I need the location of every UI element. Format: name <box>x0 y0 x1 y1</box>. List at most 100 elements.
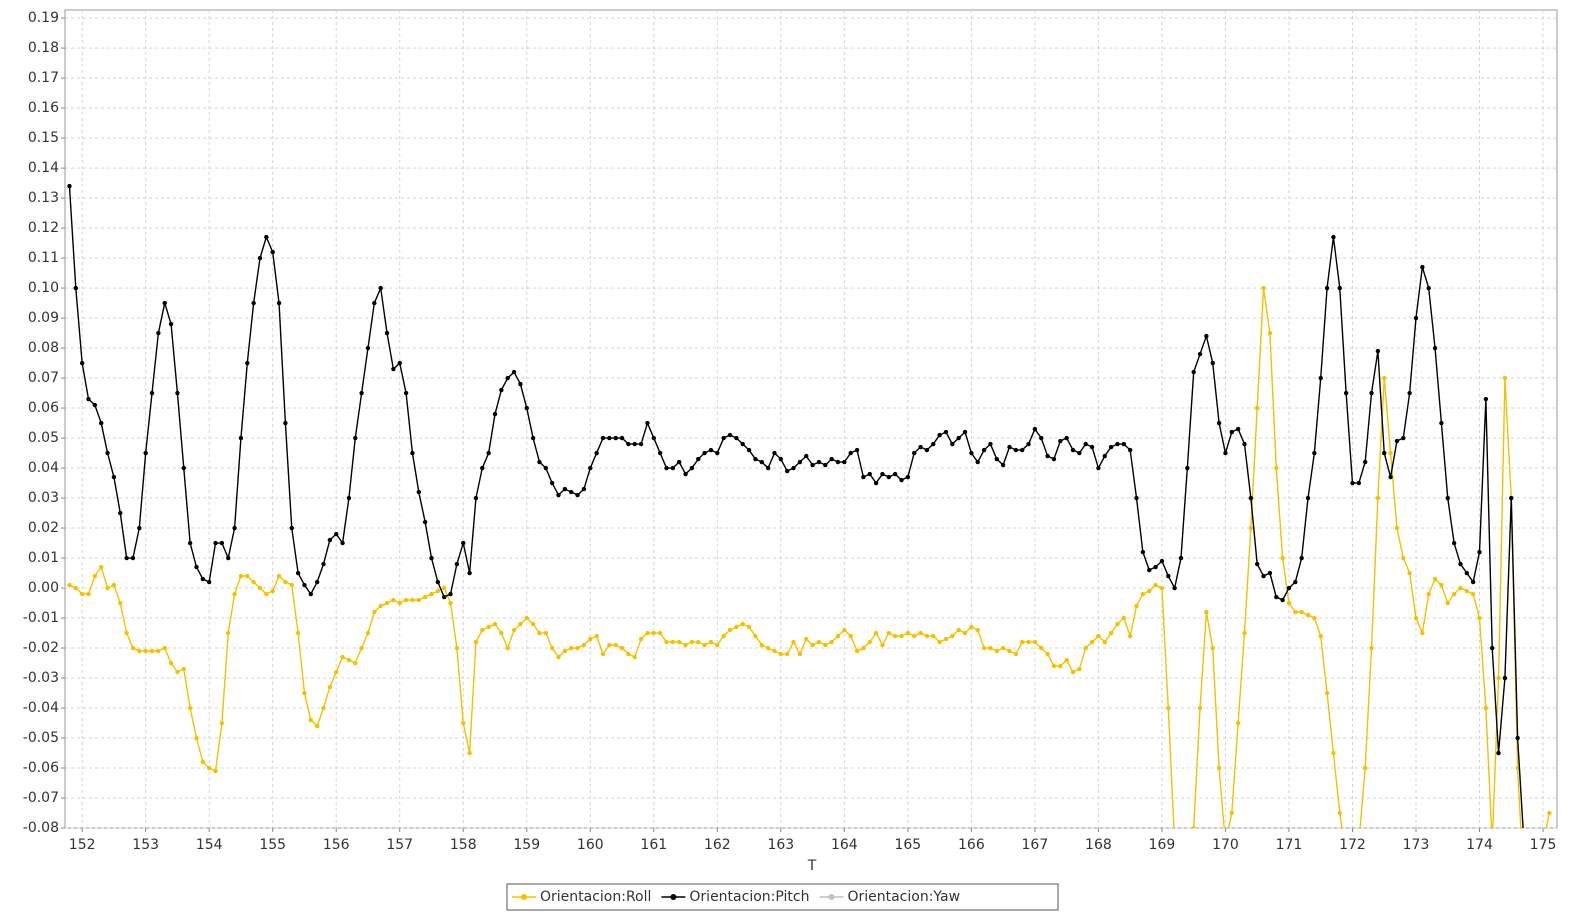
data-point <box>549 645 555 651</box>
data-point <box>467 570 472 576</box>
data-point <box>334 669 339 675</box>
data-point <box>835 633 841 639</box>
data-point <box>143 648 148 654</box>
data-point <box>1490 645 1495 651</box>
data-point <box>73 585 78 591</box>
data-point <box>683 642 688 648</box>
y-tick-label: 0.07 <box>28 370 59 386</box>
data-point <box>518 381 523 387</box>
data-point <box>956 435 961 441</box>
data-point <box>1496 675 1501 681</box>
data-point <box>1280 555 1285 561</box>
data-point <box>696 456 701 462</box>
data-point <box>1274 465 1279 471</box>
data-point <box>1369 645 1374 651</box>
data-point <box>950 633 955 639</box>
data-point <box>677 639 682 645</box>
data-point <box>1458 561 1463 567</box>
data-point <box>657 630 663 636</box>
data-point <box>702 450 707 456</box>
data-point <box>314 579 320 585</box>
data-point <box>1312 450 1317 456</box>
data-point <box>384 330 390 336</box>
y-tick-label: -0.06 <box>23 760 59 776</box>
data-point <box>854 648 860 654</box>
data-point <box>1451 591 1457 597</box>
data-point <box>264 591 269 597</box>
data-point <box>86 396 91 402</box>
data-point <box>1070 447 1076 453</box>
data-point <box>842 459 847 465</box>
x-tick-label: 170 <box>1212 837 1239 853</box>
data-point <box>187 705 193 711</box>
data-point <box>848 633 853 639</box>
data-point <box>664 639 669 645</box>
data-point <box>569 645 574 651</box>
data-point <box>607 642 612 648</box>
data-point <box>397 360 402 366</box>
data-point <box>1331 750 1336 756</box>
data-point <box>816 639 822 645</box>
data-point <box>99 420 104 426</box>
data-point <box>1197 705 1203 711</box>
data-point <box>1522 886 1526 890</box>
data-point <box>1134 495 1139 501</box>
data-point <box>1464 588 1470 594</box>
y-tick-label: -0.05 <box>23 730 59 746</box>
data-point <box>245 573 250 579</box>
data-point <box>753 456 758 462</box>
data-point <box>124 555 129 561</box>
data-point <box>480 465 485 471</box>
y-tick-label: 0.01 <box>28 550 59 566</box>
data-point <box>340 654 345 660</box>
y-tick-label: 0.15 <box>28 130 59 146</box>
data-point <box>92 573 98 579</box>
data-point <box>937 639 942 645</box>
data-point <box>1045 651 1050 657</box>
data-point <box>619 435 625 441</box>
data-point <box>175 669 180 675</box>
data-point <box>156 648 161 654</box>
data-point <box>1153 564 1158 570</box>
data-point <box>206 765 212 771</box>
data-point <box>1058 663 1063 669</box>
x-tick-label: 166 <box>958 837 985 853</box>
data-point <box>912 633 917 639</box>
data-point <box>226 630 231 636</box>
data-point <box>715 642 720 648</box>
data-point <box>302 690 307 696</box>
x-tick-label: 154 <box>196 837 223 853</box>
data-point <box>226 555 231 561</box>
x-tick-label: 163 <box>767 837 794 853</box>
y-tick-label: 0.19 <box>28 10 59 26</box>
data-point <box>276 573 282 579</box>
data-point <box>105 450 110 456</box>
data-point <box>778 651 784 657</box>
data-point <box>626 441 631 447</box>
data-point <box>1407 570 1412 576</box>
data-point <box>1051 456 1057 462</box>
data-point <box>1502 675 1508 681</box>
data-point <box>746 447 752 453</box>
data-point <box>295 630 301 636</box>
data-point <box>854 447 860 453</box>
data-point <box>1261 285 1266 291</box>
data-point <box>1077 450 1082 456</box>
data-point <box>753 633 758 639</box>
data-point <box>213 540 218 546</box>
data-point <box>295 570 301 576</box>
data-point <box>1382 450 1387 456</box>
data-point <box>1121 615 1127 621</box>
data-point <box>1312 615 1317 621</box>
data-point <box>111 582 117 588</box>
data-point <box>92 402 98 408</box>
data-point <box>1064 657 1069 663</box>
data-point <box>308 717 314 723</box>
data-point <box>480 627 485 633</box>
data-point <box>505 375 510 381</box>
data-point <box>543 630 549 636</box>
data-point <box>1343 390 1349 396</box>
data-point <box>1388 474 1393 480</box>
plot-area <box>64 9 1558 829</box>
data-point <box>1362 765 1368 771</box>
